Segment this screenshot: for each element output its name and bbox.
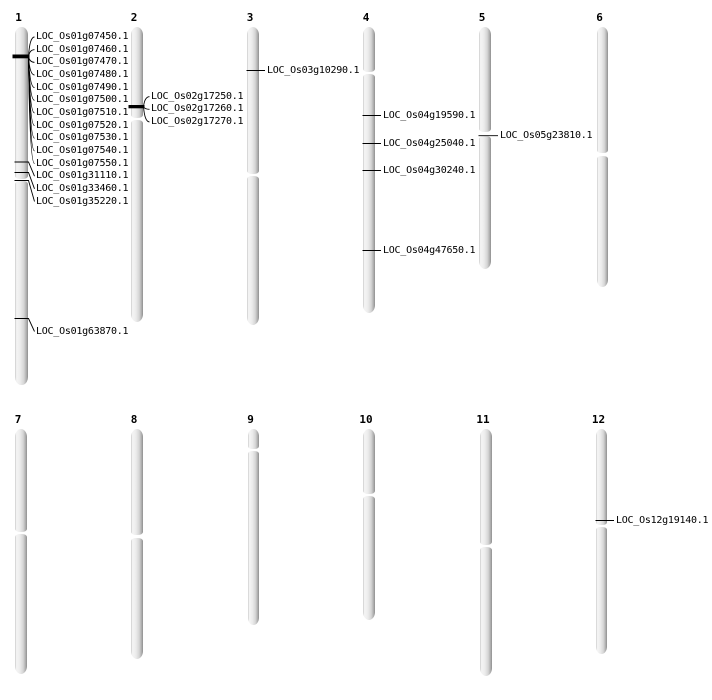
gene-label-LOC_Os01g07460.1: LOC_Os01g07460.1 [36,43,129,55]
chromosome-4-number: 4 [362,10,370,24]
gene-label-LOC_Os01g07450.1: LOC_Os01g07450.1 [36,31,129,42]
chromosome-9-upper-arm [248,429,259,449]
chromosome-12-lower-arm [596,527,607,654]
gene-label-LOC_Os01g07470.1: LOC_Os01g07470.1 [36,56,129,68]
chromosome-10-upper-arm [363,429,375,494]
gene-label-LOC_Os03g10290.1: LOC_Os03g10290.1 [267,64,360,76]
chromosome-1-band [12,54,30,59]
gene-label-LOC_Os05g23810.1: LOC_Os05g23810.1 [500,129,593,141]
gene-label-LOC_Os01g07540.1: LOC_Os01g07540.1 [36,144,129,156]
chromosome-4-lower-arm [363,74,375,313]
chromosome-10-number: 10 [359,412,373,426]
chromosome-6-number: 6 [596,10,603,24]
chromosome-9-lower-arm [248,451,259,625]
chromosome-11-number: 11 [476,412,490,426]
gene-label-LOC_Os01g07510.1: LOC_Os01g07510.1 [36,106,129,118]
chromosome-1-lower-arm [15,181,28,385]
chromosome-7-lower-arm [15,534,27,674]
gene-label-LOC_Os04g25040.1: LOC_Os04g25040.1 [383,137,476,149]
chromosome-9-number: 9 [247,412,254,426]
gene-label-LOC_Os01g07490.1: LOC_Os01g07490.1 [36,81,129,93]
gene-label-LOC_Os01g07550.1: LOC_Os01g07550.1 [36,157,129,169]
chromosome-2-upper-arm [131,27,143,118]
chromosome-11-upper-arm [480,429,492,545]
gene-connector [143,106,150,123]
gene-connector [14,318,35,332]
gene-label-LOC_Os01g07480.1: LOC_Os01g07480.1 [36,69,129,80]
chromosome-1-upper-arm [15,27,28,179]
chromosome-5-lower-arm [479,135,491,269]
chromosome-1-number: 1 [15,10,22,24]
gene-connector [28,56,35,164]
chromosome-5-upper-arm [479,27,491,132]
gene-label-LOC_Os01g33460.1: LOC_Os01g33460.1 [36,182,129,194]
gene-label-LOC_Os12g19140.1: LOC_Os12g19140.1 [616,514,709,526]
chromosome-3-lower-arm [247,176,259,325]
gene-label-LOC_Os02g17250.1: LOC_Os02g17250.1 [151,90,244,102]
gene-label-LOC_Os01g07530.1: LOC_Os01g07530.1 [36,132,129,144]
chromosome-12-upper-arm [596,429,607,525]
chromosome-8-upper-arm [131,429,143,536]
gene-label-LOC_Os04g47650.1: LOC_Os04g47650.1 [383,244,476,256]
chromosome-11-lower-arm [480,547,492,676]
chromosome-12-number: 12 [591,412,606,426]
gene-connector [14,161,35,177]
chromosome-10-lower-arm [363,496,375,620]
gene-label-LOC_Os01g07500.1: LOC_Os01g07500.1 [36,94,129,106]
chromosome-3-upper-arm [247,27,259,174]
gene-label-LOC_Os01g35220.1: LOC_Os01g35220.1 [36,195,129,207]
chromosome-8-number: 8 [130,412,138,426]
chromosome-6-lower-arm [597,155,608,287]
chromosome-4-upper-arm [363,27,375,72]
gene-connector [28,49,35,57]
chromosome-2-lower-arm [131,120,143,322]
gene-label-LOC_Os02g17270.1: LOC_Os02g17270.1 [151,115,244,127]
gene-connector [14,180,35,202]
gene-label-LOC_Os02g17260.1: LOC_Os02g17260.1 [151,103,244,115]
gene-label-LOC_Os01g07520.1: LOC_Os01g07520.1 [36,119,129,131]
chromosome-3-number: 3 [246,10,254,24]
chromosome-6-upper-arm [597,27,608,154]
chromosome-7-number: 7 [14,412,22,426]
gene-label-LOC_Os01g31110.1: LOC_Os01g31110.1 [36,170,129,182]
gene-connector [28,36,35,57]
gene-connector [14,172,35,189]
chromosome-7-upper-arm [15,429,27,532]
chromosome-2-band [128,105,145,109]
gene-label-LOC_Os01g63870.1: LOC_Os01g63870.1 [36,325,129,337]
chromosome-8-lower-arm [131,537,143,659]
chromosome-5-number: 5 [478,10,486,24]
chromosome-2-number: 2 [130,10,138,24]
gene-label-LOC_Os04g19590.1: LOC_Os04g19590.1 [383,109,476,121]
gene-connector [143,96,150,107]
gene-label-LOC_Os04g30240.1: LOC_Os04g30240.1 [383,164,476,176]
